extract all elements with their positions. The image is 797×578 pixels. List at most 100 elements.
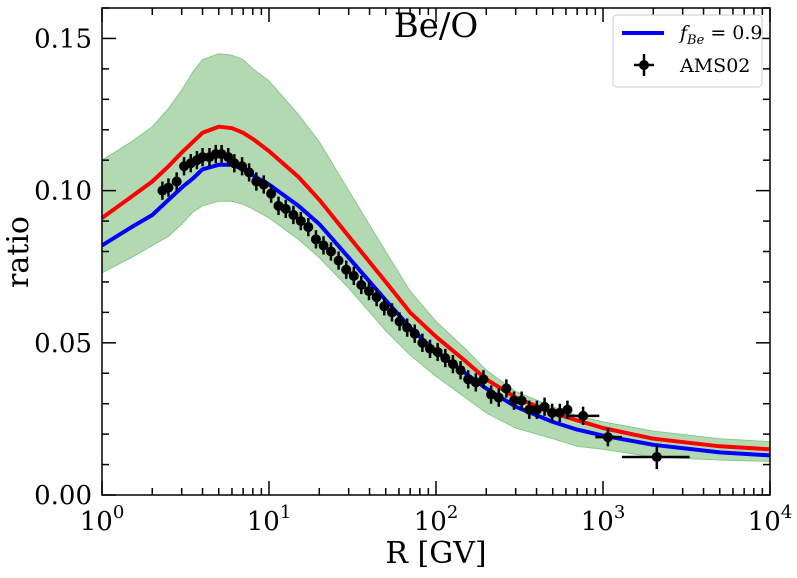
ams02-marker <box>516 395 527 406</box>
ams02-marker <box>432 346 443 357</box>
ams02-point <box>409 324 420 343</box>
x-tick-label: 102 <box>414 502 459 537</box>
ams02-marker <box>371 292 382 303</box>
legend-ams02-label: AMS02 <box>679 55 750 77</box>
legend-ams02-marker <box>634 54 654 76</box>
ams02-point <box>622 444 690 470</box>
ams02-point <box>288 205 299 225</box>
x-axis-label: R [GV] <box>385 536 486 571</box>
ams02-point <box>333 251 344 270</box>
ams02-marker <box>440 353 451 364</box>
ams02-marker <box>524 404 535 415</box>
legend-fbe-label: fBe = 0.9 <box>678 22 763 48</box>
ams02-marker <box>310 234 321 245</box>
ams02-point <box>509 391 520 410</box>
ams02-point <box>417 333 428 352</box>
ams02-point <box>363 281 374 301</box>
ams02-point <box>455 361 466 380</box>
ams02-marker <box>303 222 314 233</box>
axis-ticks <box>101 7 771 496</box>
ams02-marker <box>386 307 397 318</box>
ams02-point <box>554 403 565 422</box>
ams02-marker <box>318 240 329 251</box>
ams02-marker <box>602 432 613 443</box>
red-model-line <box>100 124 771 452</box>
ams02-point <box>447 354 458 374</box>
ams02-point <box>386 303 397 322</box>
ams02-marker <box>295 216 306 227</box>
ams02-data-points <box>157 144 690 470</box>
ams02-marker <box>379 301 390 312</box>
ams02-marker <box>244 167 255 178</box>
ams02-marker <box>501 383 512 394</box>
ams02-marker <box>171 176 182 187</box>
ams02-marker <box>531 404 542 415</box>
ams02-point <box>171 172 182 191</box>
y-tick-label: 0.00 <box>34 481 92 511</box>
ams02-marker <box>409 328 420 339</box>
ams02-point <box>371 288 382 307</box>
ams02-point <box>295 211 306 231</box>
ams02-point <box>356 275 367 295</box>
ams02-marker <box>363 286 374 297</box>
y-tick-label: 0.10 <box>34 177 92 207</box>
x-tick-label: 101 <box>247 502 292 537</box>
y-tick-label: 0.15 <box>34 24 92 54</box>
ams02-point <box>310 230 321 249</box>
ams02-marker <box>237 161 248 172</box>
ams02-point <box>402 318 413 337</box>
ams02-point <box>539 397 550 416</box>
ams02-point <box>197 148 208 167</box>
ams02-marker <box>455 365 466 376</box>
ams02-point <box>379 297 390 316</box>
x-tick-label: 100 <box>80 502 125 537</box>
x-tick-label: 103 <box>581 502 626 537</box>
ams02-marker <box>547 407 558 418</box>
ams02-point <box>501 379 512 398</box>
y-tick-label: 0.05 <box>34 329 92 359</box>
ams02-marker <box>280 203 291 214</box>
ams02-marker <box>651 451 662 462</box>
ams02-point <box>266 184 277 203</box>
ams02-point <box>348 266 359 285</box>
ams02-marker <box>348 270 359 281</box>
legend: fBe = 0.9 AMS02 <box>612 14 763 88</box>
ams02-point <box>341 260 352 279</box>
ams02-point <box>163 178 174 197</box>
ams02-marker <box>478 374 489 385</box>
ams02-marker <box>197 152 208 163</box>
y-axis-label: ratio <box>1 216 36 288</box>
ams02-point <box>486 385 497 404</box>
ams02-marker <box>554 407 565 418</box>
ams02-point <box>432 342 443 362</box>
ams02-point <box>524 400 535 419</box>
blue-model-line <box>100 162 771 458</box>
ams02-marker <box>578 410 589 421</box>
ams02-marker <box>356 279 367 290</box>
ams02-point <box>547 403 558 422</box>
ams02-point <box>470 373 481 392</box>
chart-title: Be/O <box>394 6 478 46</box>
ams02-marker <box>223 152 234 163</box>
ams02-point <box>325 242 336 261</box>
ams02-marker <box>470 377 481 388</box>
ams02-point <box>394 312 405 331</box>
x-tick-label: 104 <box>748 502 793 537</box>
ams02-point <box>516 391 527 410</box>
ams02-marker <box>425 343 436 354</box>
ams02-point <box>223 148 234 167</box>
ams02-marker <box>341 264 352 275</box>
ams02-marker <box>417 337 428 348</box>
ams02-point <box>478 370 489 389</box>
ams02-point <box>565 406 600 425</box>
ams02-point <box>493 388 504 407</box>
y-tick-labels: 0.00 0.05 0.10 0.15 <box>34 24 92 511</box>
ams02-marker <box>493 392 504 403</box>
ams02-marker <box>288 209 299 220</box>
ams02-marker <box>266 188 277 199</box>
ams02-marker <box>333 255 344 266</box>
ams02-point <box>303 218 314 237</box>
ams02-marker <box>562 404 573 415</box>
ams02-marker <box>539 401 550 412</box>
